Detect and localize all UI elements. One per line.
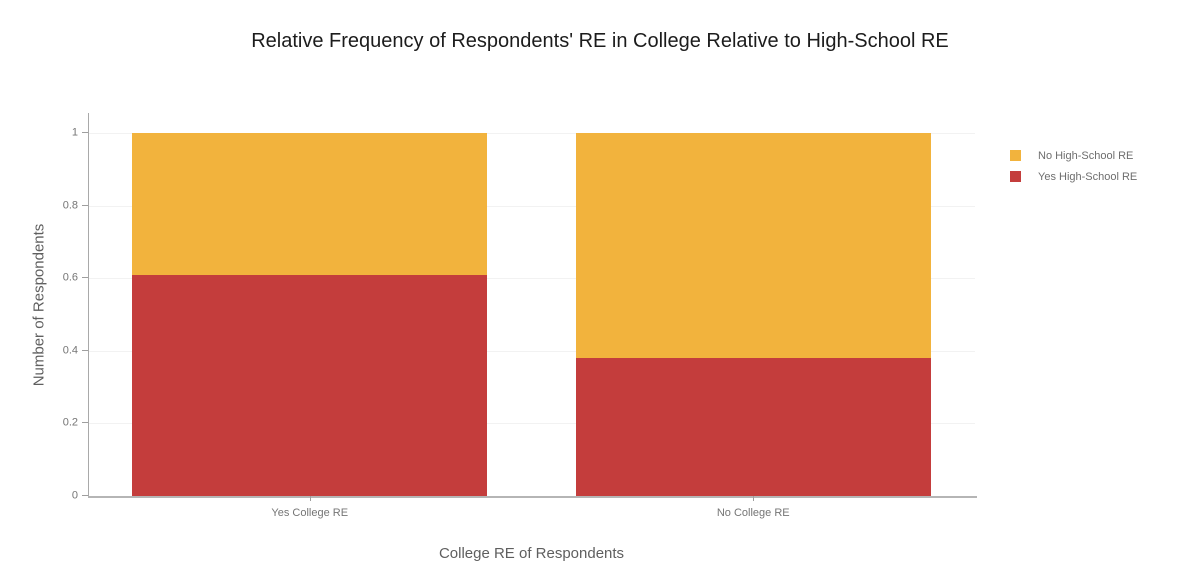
bar-segment (132, 133, 488, 275)
x-tick-label: Yes College RE (271, 507, 349, 519)
x-axis-title: College RE of Respondents (438, 545, 625, 562)
y-tick (82, 277, 88, 279)
bar-segment (132, 274, 488, 496)
y-tick (82, 495, 88, 496)
y-tick-label: 0 (71, 489, 78, 502)
legend: No High-School RE Yes High-School RE (1010, 145, 1137, 187)
gridline (88, 278, 975, 280)
y-tick (82, 204, 88, 206)
gridline (88, 133, 975, 134)
y-tick-label: 0.6 (62, 271, 78, 284)
y-tick (82, 422, 88, 424)
y-tick-label: 0.4 (62, 344, 78, 357)
y-axis-line (88, 113, 89, 496)
plot-area: 0 0.2 0.4 0.6 0.8 1 Yes College RE No College R… (63, 113, 977, 519)
x-tick (753, 496, 755, 501)
y-axis-title: Number of Respondents (30, 223, 48, 387)
x-tick (309, 496, 311, 501)
bar-segment (575, 358, 931, 496)
y-tick-label: 0.2 (62, 416, 78, 429)
chart-title: Relative Frequency of Respondents' RE in… (251, 30, 949, 52)
y-tick-label: 0.8 (62, 199, 78, 212)
gridline (88, 205, 975, 207)
gridline (88, 350, 975, 352)
legend-item: No High-School RE (1010, 145, 1137, 166)
y-tick (82, 132, 88, 133)
legend-label: Yes High-School RE (1038, 170, 1138, 183)
bar-segment (575, 133, 931, 359)
gridline (88, 423, 975, 425)
legend-label: No High-School RE (1038, 149, 1134, 162)
y-tick (82, 349, 88, 351)
legend-swatch (1010, 150, 1021, 161)
legend-swatch (1010, 171, 1021, 182)
y-tick-label: 1 (71, 126, 78, 139)
x-tick-label: No College RE (716, 507, 790, 519)
x-axis-line (88, 496, 977, 498)
legend-item: Yes High-School RE (1010, 166, 1137, 187)
